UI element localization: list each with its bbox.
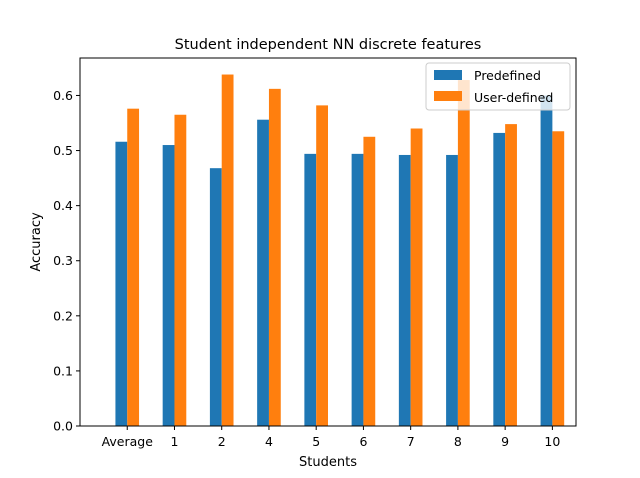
bar-predefined-1 [162,145,175,427]
x-tick-label: 8 [454,434,462,449]
bar-user-defined-6 [363,136,376,426]
bar-predefined-5 [304,153,317,427]
y-tick-label: 0.6 [53,88,73,103]
y-tick-label: 0.3 [53,253,73,268]
bar-user-defined-10 [552,131,565,426]
x-axis: Average 1 2 4 5 6 7 8 9 10 [102,426,560,449]
bar-user-defined-average [127,108,140,427]
x-tick-label: 9 [501,434,509,449]
y-tick-label: 0.5 [53,143,73,158]
bar-predefined-10 [540,95,553,427]
bar-predefined-4 [257,119,269,426]
bar-predefined-9 [493,132,506,427]
bar-user-defined-5 [316,105,328,426]
y-tick-label: 0.1 [53,363,73,378]
x-tick-label: 10 [544,434,560,449]
y-tick-label: 0.2 [53,308,73,323]
x-axis-label: Students [299,455,357,470]
legend-swatch-user-defined [434,91,462,101]
bars-group [115,74,565,427]
x-tick-label: Average [102,434,154,449]
y-tick-label: 0.4 [53,198,73,213]
x-tick-label: 4 [265,434,273,449]
bar-predefined-6 [351,153,364,427]
chart-title: Student independent NN discrete features [175,37,482,53]
x-tick-label: 6 [359,434,367,449]
x-tick-label: 5 [312,434,320,449]
bar-user-defined-1 [174,114,187,427]
bar-predefined-average [115,141,128,427]
plot-frame [79,57,577,427]
bar-user-defined-2 [221,74,234,426]
x-tick-label: 1 [170,434,178,449]
bar-predefined-8 [446,154,458,426]
x-tick-label: 7 [407,434,415,449]
legend-label-predefined: Predefined [474,68,541,83]
y-axis: 0.0 0.1 0.2 0.3 0.4 0.5 0.6 [53,88,80,434]
legend-swatch-predefined [434,70,462,80]
y-axis-label: Accuracy [29,212,44,272]
bar-user-defined-7 [410,128,423,426]
x-tick-label: 2 [218,434,226,449]
bar-predefined-2 [209,168,222,426]
legend-label-user-defined: User-defined [474,90,553,105]
y-tick-label: 0.0 [53,419,73,434]
legend: Predefined User-defined [425,62,571,111]
bar-predefined-7 [398,154,411,426]
bar-user-defined-4 [268,88,281,426]
bar-user-defined-8 [457,80,470,426]
bar-user-defined-9 [505,124,517,427]
